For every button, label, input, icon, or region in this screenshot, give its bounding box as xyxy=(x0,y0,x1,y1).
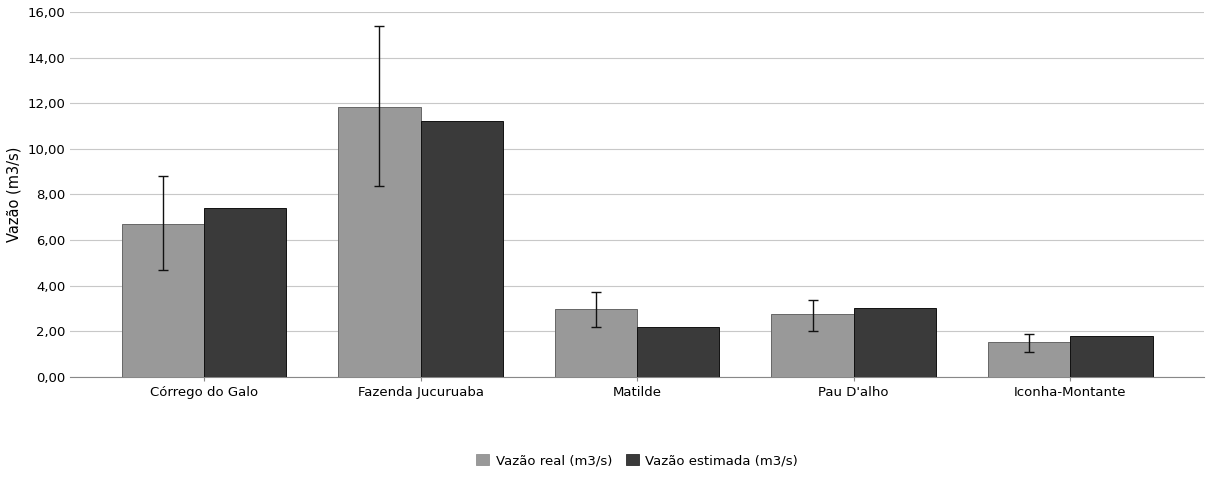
Bar xyxy=(1071,336,1153,377)
Legend: Vazão real (m3/s), Vazão estimada (m3/s): Vazão real (m3/s), Vazão estimada (m3/s) xyxy=(471,449,803,472)
Y-axis label: Vazão (m3/s): Vazão (m3/s) xyxy=(7,147,22,242)
Bar xyxy=(338,107,420,377)
Bar xyxy=(122,224,205,377)
Bar xyxy=(420,121,503,377)
Bar xyxy=(854,308,936,377)
Bar xyxy=(205,208,286,377)
Bar xyxy=(771,314,854,377)
Bar xyxy=(555,310,637,377)
Bar xyxy=(988,342,1071,377)
Bar xyxy=(637,327,719,377)
